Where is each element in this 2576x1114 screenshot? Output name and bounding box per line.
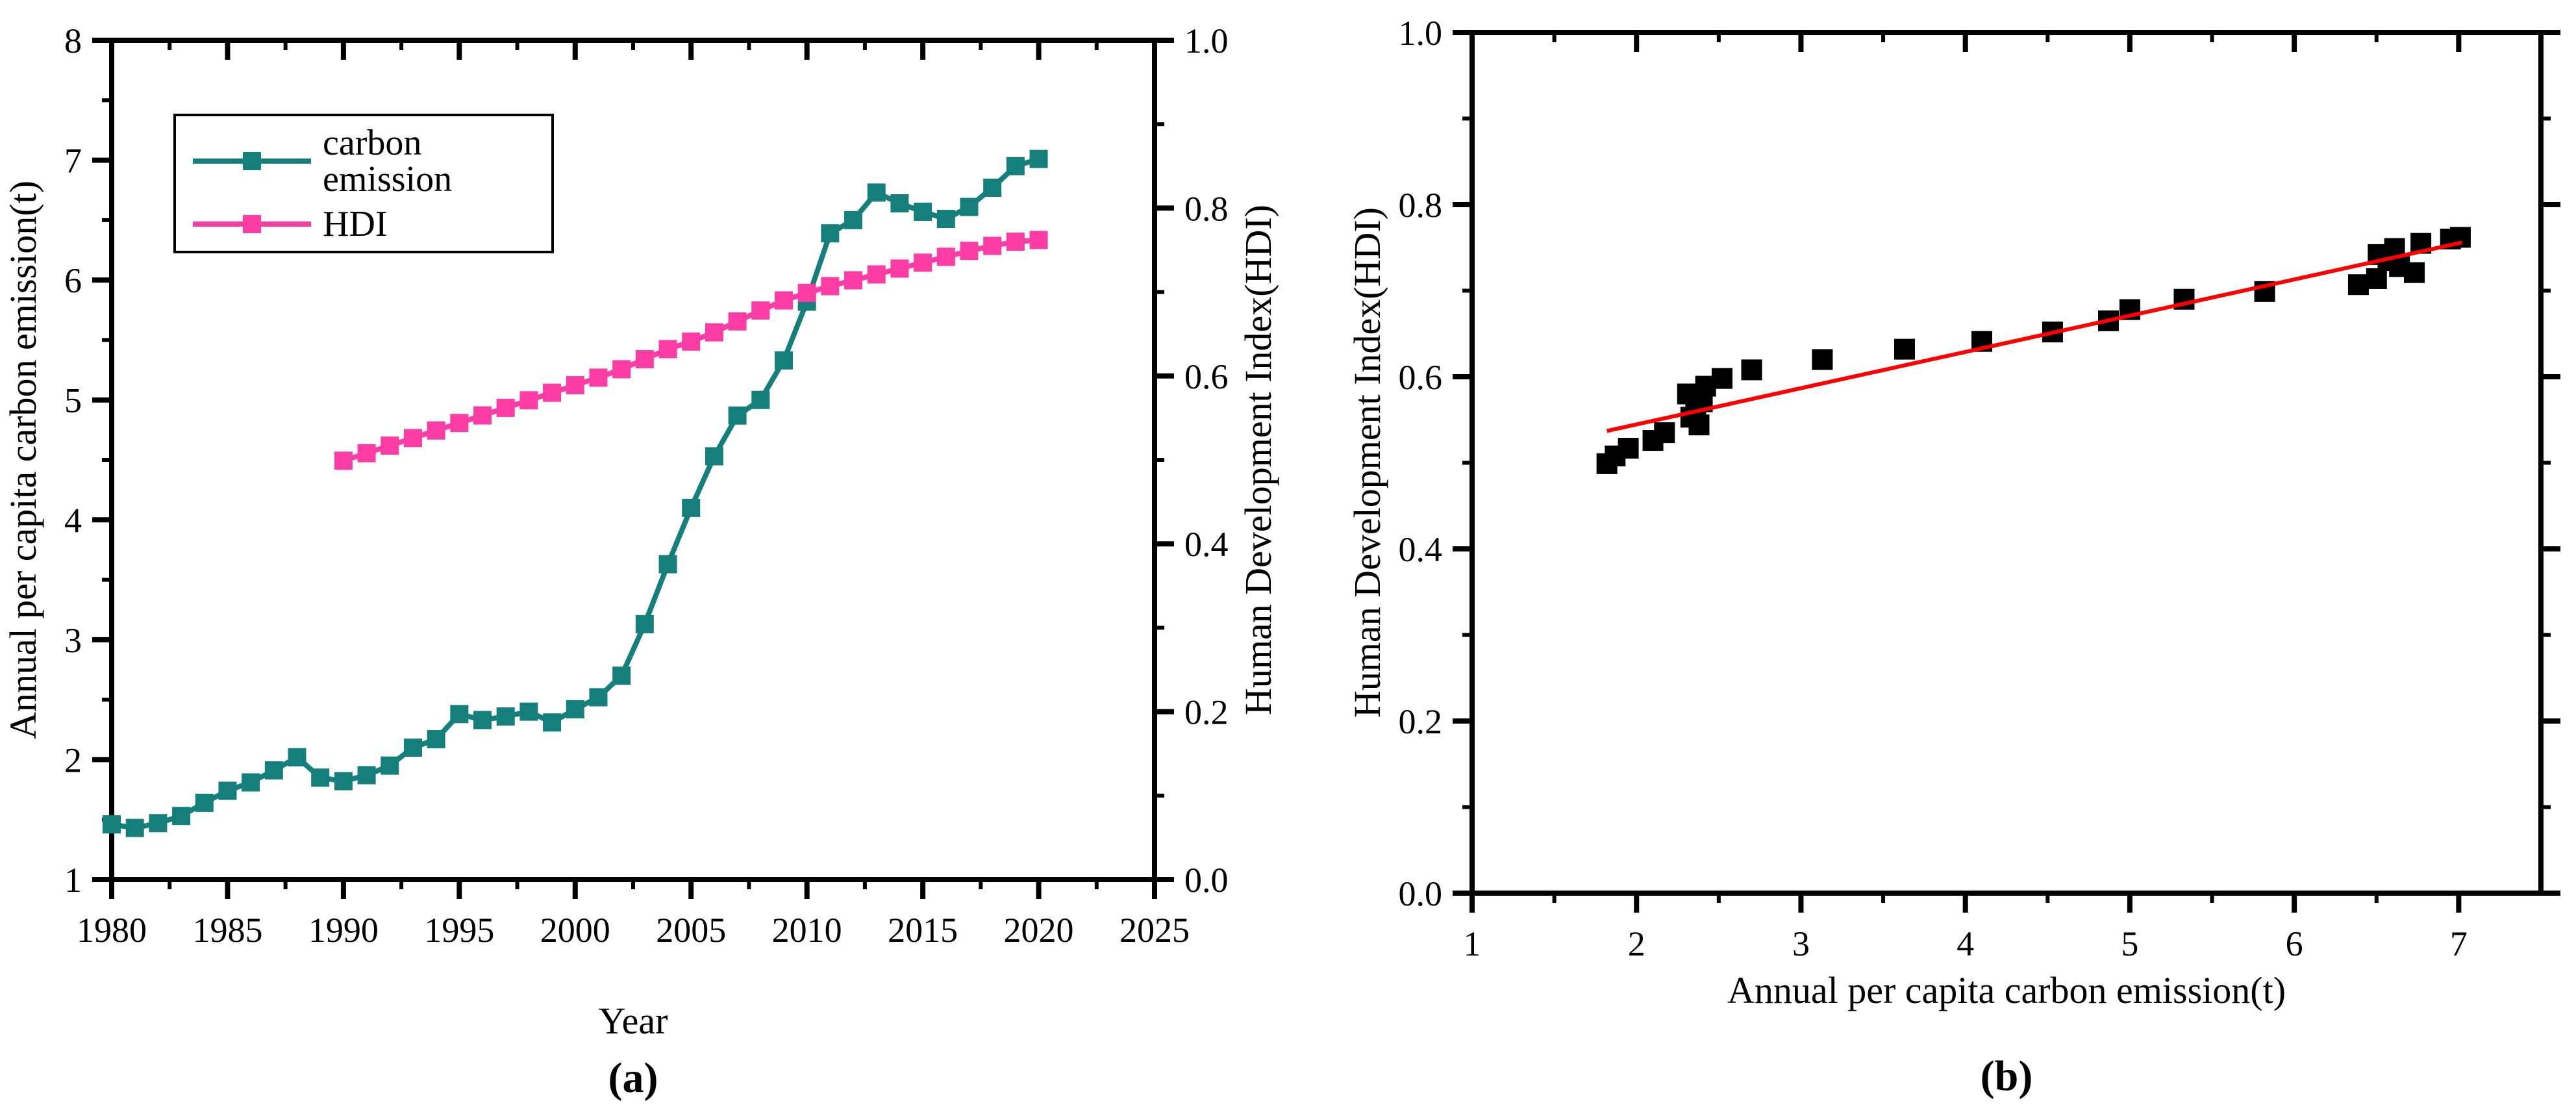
svg-text:2: 2 xyxy=(64,741,82,779)
svg-text:5: 5 xyxy=(2121,924,2138,963)
svg-text:1: 1 xyxy=(64,861,82,900)
svg-text:7: 7 xyxy=(64,142,82,181)
svg-text:5: 5 xyxy=(64,381,82,420)
svg-text:1990: 1990 xyxy=(308,911,379,950)
HDI-series xyxy=(334,231,1048,470)
svg-text:1.0: 1.0 xyxy=(1399,14,1443,53)
svg-text:3: 3 xyxy=(1792,924,1810,963)
svg-text:2015: 2015 xyxy=(888,911,958,950)
svg-text:6: 6 xyxy=(2286,924,2303,963)
legend-item-hdi: HDI xyxy=(193,206,551,242)
svg-text:1.0: 1.0 xyxy=(1184,21,1229,60)
hdi-marker-swatch xyxy=(243,215,261,233)
svg-text:2: 2 xyxy=(1628,924,1645,963)
fit-line xyxy=(1607,240,2463,433)
svg-text:1: 1 xyxy=(1464,924,1481,963)
axis-label-a-x: Year xyxy=(598,1000,668,1042)
svg-text:0.6: 0.6 xyxy=(1399,358,1443,397)
svg-text:2005: 2005 xyxy=(656,911,726,950)
legend-label-carbon-emission: carbon emission xyxy=(323,123,453,199)
svg-text:0.0: 0.0 xyxy=(1399,874,1443,913)
svg-text:3: 3 xyxy=(64,621,82,660)
svg-text:2000: 2000 xyxy=(540,911,610,950)
axis-label-a-left: Annual per capita carbon emission(t) xyxy=(2,180,44,740)
axis-label-a-right: Human Development Index(HDI) xyxy=(1237,205,1279,715)
hdi-swatch xyxy=(193,215,311,233)
legend-label-hdi: HDI xyxy=(323,204,388,244)
svg-text:0.4: 0.4 xyxy=(1184,525,1229,564)
svg-text:6: 6 xyxy=(64,261,82,300)
svg-text:2010: 2010 xyxy=(772,911,842,950)
svg-text:2020: 2020 xyxy=(1004,911,1074,950)
svg-text:1995: 1995 xyxy=(424,911,494,950)
svg-text:0.2: 0.2 xyxy=(1184,693,1229,732)
svg-text:0.8: 0.8 xyxy=(1399,186,1443,225)
carbon-emission-marker-swatch xyxy=(243,152,261,170)
svg-text:4: 4 xyxy=(1957,924,1974,963)
svg-text:4: 4 xyxy=(64,501,82,540)
panel-b-letter: (b) xyxy=(1980,1052,2033,1100)
svg-text:0.6: 0.6 xyxy=(1184,357,1229,396)
panel-a-letter: (a) xyxy=(608,1054,658,1102)
svg-text:0.2: 0.2 xyxy=(1399,702,1443,741)
svg-text:0.8: 0.8 xyxy=(1184,189,1229,228)
carbon-emission-series xyxy=(103,149,1048,837)
carbon-emission-swatch xyxy=(193,152,311,170)
panel-b: 1 2 3 4 5 6 7 0.0 0.2 0.4 0.6 0.8 1.0 xyxy=(1399,14,2560,963)
svg-text:8: 8 xyxy=(64,21,82,60)
legend-item-carbon-emission: carbon emission xyxy=(193,125,551,197)
svg-text:1985: 1985 xyxy=(192,911,262,950)
axis-label-b-x: Annual per capita carbon emission(t) xyxy=(1727,969,2286,1011)
svg-text:1980: 1980 xyxy=(77,911,147,950)
svg-text:0.4: 0.4 xyxy=(1399,530,1443,569)
svg-text:2025: 2025 xyxy=(1119,911,1190,950)
hdi-vs-carbon-scatter xyxy=(1596,227,2471,474)
legend: carbon emission HDI xyxy=(173,114,554,253)
svg-text:7: 7 xyxy=(2450,924,2468,963)
svg-text:0.0: 0.0 xyxy=(1184,861,1229,900)
axis-label-b-y: Human Development Index(HDI) xyxy=(1346,207,1388,718)
panel-a: 1980 1985 1990 1995 2000 2005 2010 2015 2020 2025… xyxy=(64,21,1229,950)
